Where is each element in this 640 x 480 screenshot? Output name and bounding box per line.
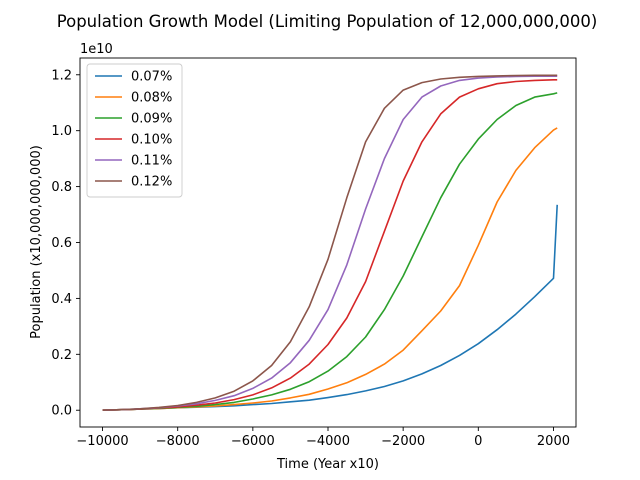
- legend-label: 0.09%: [131, 112, 172, 127]
- x-tick-label: 0: [474, 434, 482, 449]
- x-axis-title: Time (Year x10): [276, 457, 379, 472]
- y-tick-label: 0.0: [51, 404, 72, 419]
- x-axis: −10000 −8000 −6000 −4000 −2000 0 2000: [76, 427, 570, 449]
- x-tick-label: −4000: [306, 434, 350, 449]
- legend-label: 0.07%: [131, 70, 172, 85]
- y-tick-label: 1.2: [51, 68, 72, 83]
- y-axis: 0.0 0.2 0.4 0.6 0.8 1.0 1.2: [51, 68, 80, 419]
- chart-title: Population Growth Model (Limiting Popula…: [57, 12, 598, 31]
- y-offset-label: 1e10: [80, 42, 113, 57]
- series-group: [102, 74, 558, 411]
- y-tick-label: 0.4: [51, 292, 72, 307]
- x-tick-label: −8000: [156, 434, 200, 449]
- x-tick-label: −6000: [231, 434, 275, 449]
- y-axis-title: Population (x10,000,000,000): [29, 145, 44, 339]
- legend-label: 0.08%: [131, 91, 172, 106]
- x-tick-label: −2000: [381, 434, 425, 449]
- legend: 0.07% 0.08% 0.09% 0.10% 0.11% 0.12%: [86, 63, 183, 198]
- x-tick-label: 2000: [537, 434, 570, 449]
- y-tick-label: 1.0: [51, 124, 72, 139]
- y-tick-label: 0.8: [51, 180, 72, 195]
- y-tick-label: 0.6: [51, 236, 72, 251]
- y-tick-label: 0.2: [51, 348, 72, 363]
- legend-label: 0.10%: [131, 133, 172, 148]
- series-line-4: [102, 79, 558, 411]
- legend-label: 0.12%: [131, 175, 172, 190]
- legend-label: 0.11%: [131, 154, 172, 169]
- series-line-6: [102, 74, 558, 411]
- x-tick-label: −10000: [76, 434, 128, 449]
